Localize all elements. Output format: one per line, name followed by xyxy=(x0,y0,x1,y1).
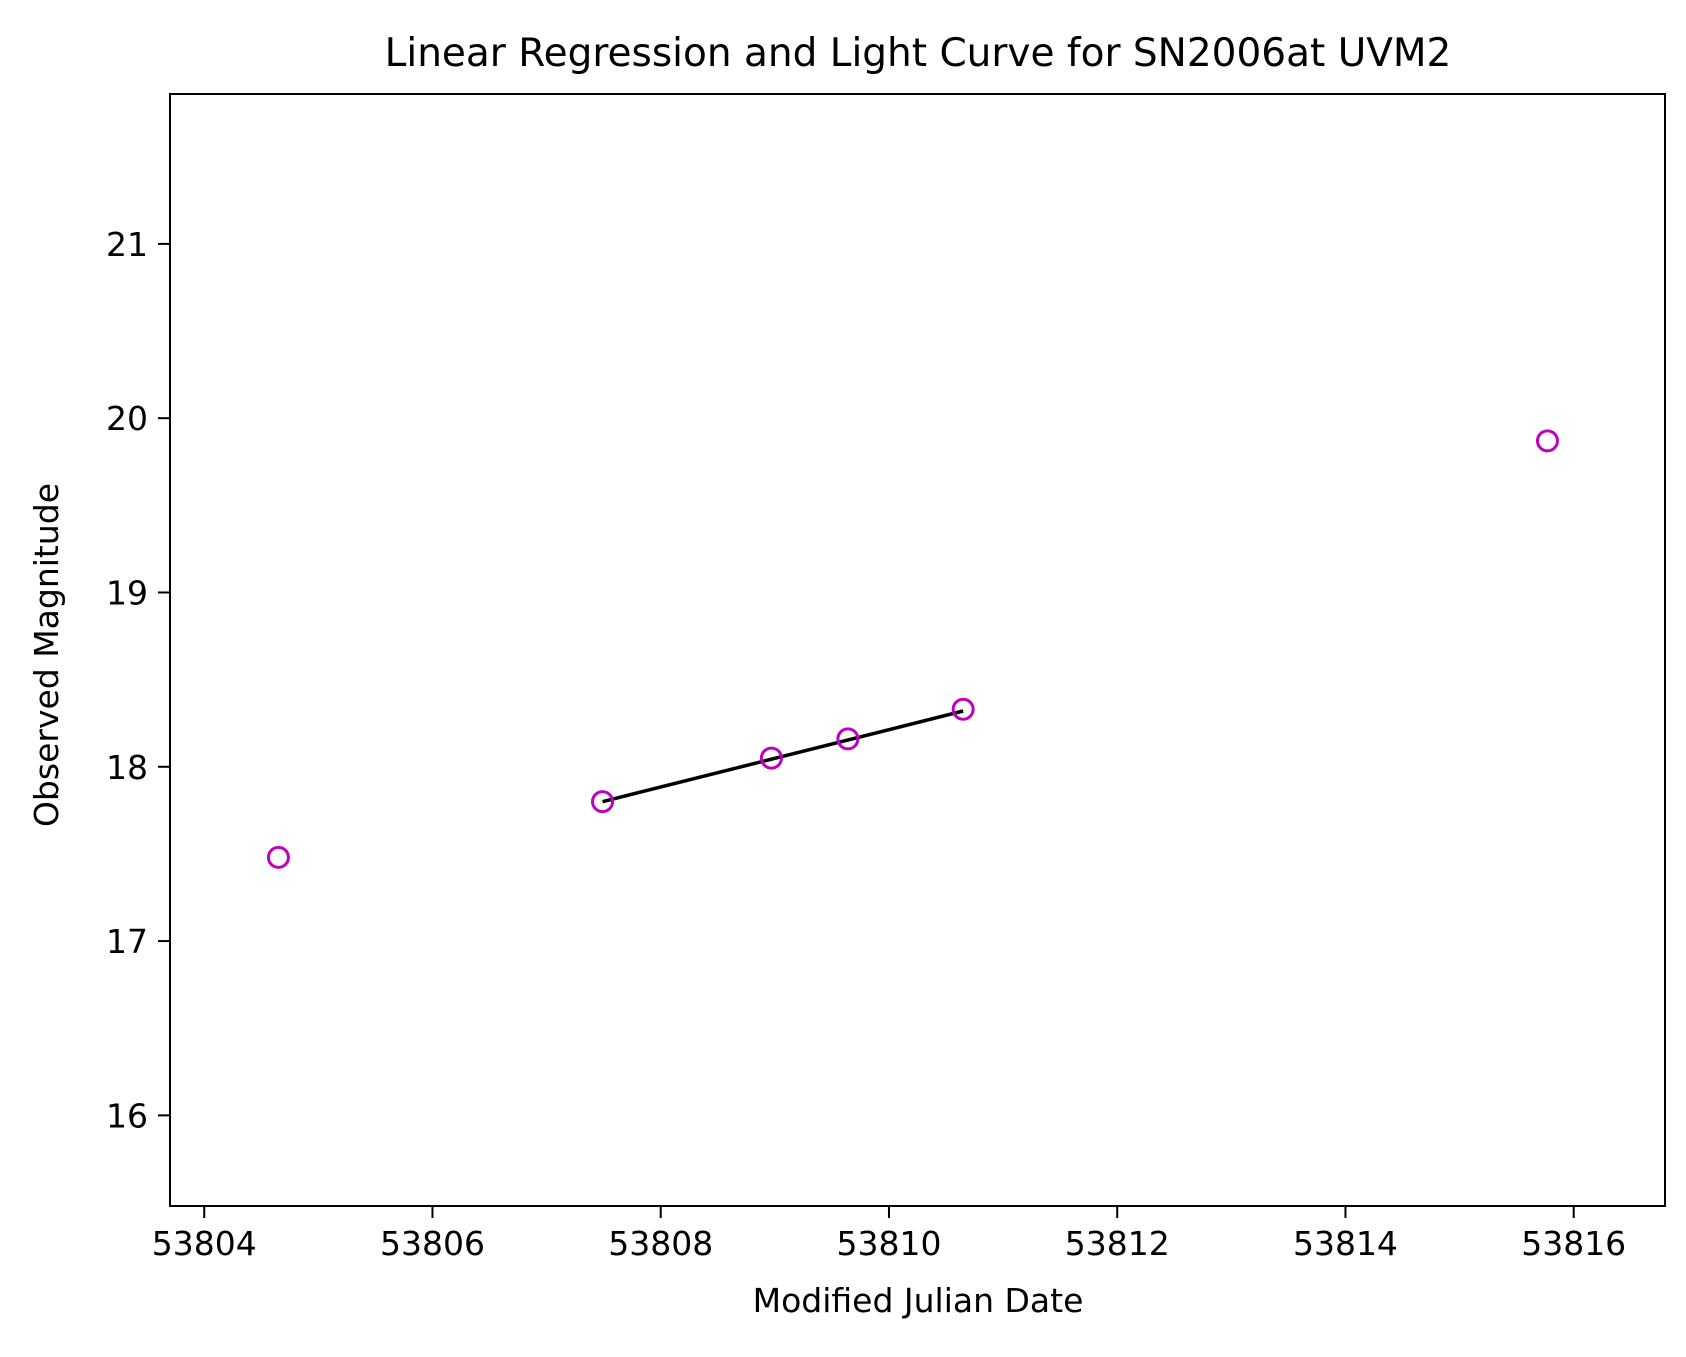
y-axis-label: Observed Magnitude xyxy=(27,483,66,827)
observation-point xyxy=(1535,429,1559,453)
observation-point xyxy=(759,746,783,770)
plot-series xyxy=(266,429,1559,869)
y-tick-label: 21 xyxy=(106,225,148,264)
observation-point xyxy=(836,727,860,751)
observation-point xyxy=(951,697,975,721)
x-tick-label: 53806 xyxy=(380,1224,485,1263)
x-tick-label: 53808 xyxy=(608,1224,713,1263)
regression-line xyxy=(602,709,964,804)
x-axis-ticks: 53804 53806 53808 53810 53812 53814 53816 xyxy=(152,1206,1626,1263)
y-tick-label: 18 xyxy=(106,748,148,787)
x-tick-label: 53816 xyxy=(1521,1224,1626,1263)
observation-point xyxy=(591,790,615,814)
x-tick-label: 53814 xyxy=(1293,1224,1398,1263)
y-tick-label: 19 xyxy=(106,573,148,612)
x-tick-label: 53810 xyxy=(836,1224,941,1263)
x-tick-label: 53804 xyxy=(152,1224,257,1263)
x-axis-label: Modified Julian Date xyxy=(753,1281,1084,1320)
observation-point xyxy=(266,845,290,869)
y-tick-label: 17 xyxy=(106,922,148,961)
chart-title: Linear Regression and Light Curve for SN… xyxy=(385,31,1452,76)
y-tick-label: 20 xyxy=(106,399,148,438)
plot-area-frame xyxy=(169,93,1666,1207)
x-tick-label: 53812 xyxy=(1065,1224,1170,1263)
y-tick-label: 16 xyxy=(106,1096,148,1135)
y-axis-ticks: 16 17 18 19 20 21 xyxy=(106,225,170,1135)
